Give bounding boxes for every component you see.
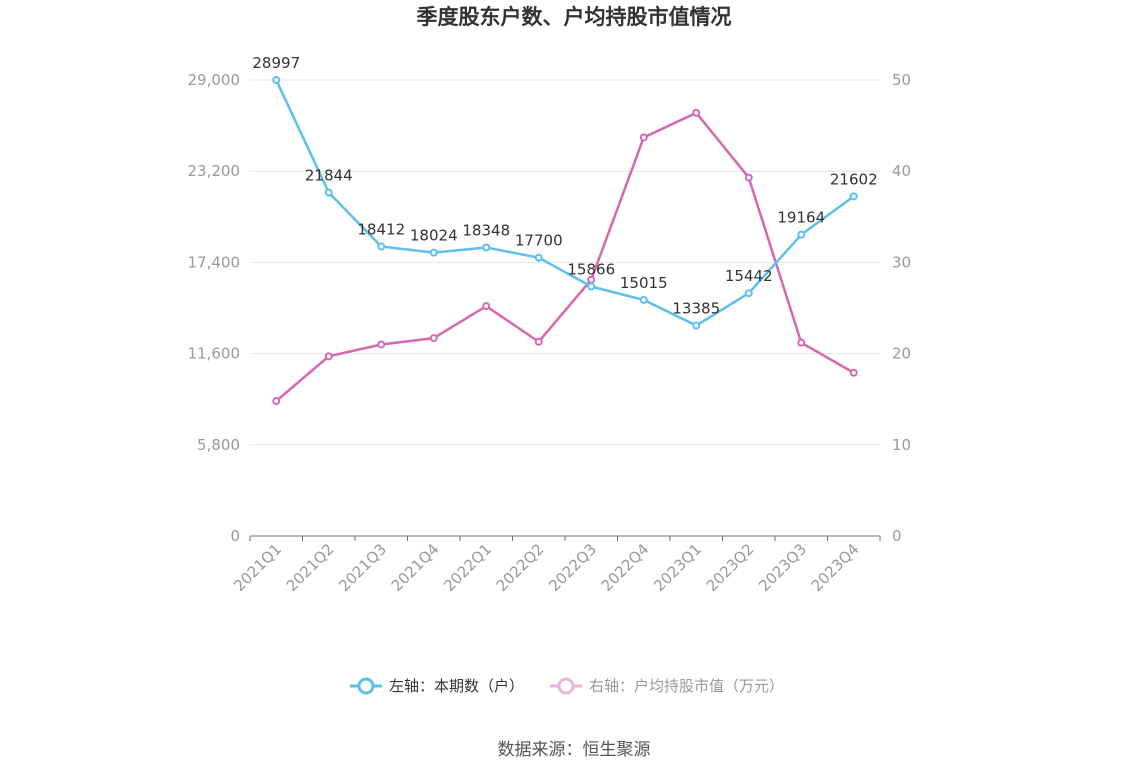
x-axis: 2021Q12021Q22021Q32021Q42022Q12022Q22022…: [230, 535, 881, 595]
data-point-right: [534, 337, 543, 346]
right-axis-ticks: 0 10 20 30 40 50: [892, 71, 911, 545]
x-axis-tick-label: 2022Q2: [493, 540, 548, 595]
right-axis-tick-label: 0: [892, 527, 902, 545]
x-axis-tick-label: 2023Q2: [703, 540, 758, 595]
x-axis-tick-label: 2022Q1: [440, 540, 495, 595]
data-point-left: [587, 282, 596, 291]
data-label: 15866: [567, 261, 615, 279]
legend-item-left[interactable]: 左轴：本期数（户）: [350, 677, 524, 695]
left-axis-tick-label: 29,000: [188, 71, 241, 89]
legend-label-left: 左轴：本期数（户）: [389, 677, 524, 695]
data-point-right: [429, 334, 438, 343]
data-label: 21602: [830, 170, 878, 188]
left-axis-ticks: 0 5,800 11,600 17,400 23,200 29,000: [188, 71, 241, 545]
data-label: 19164: [777, 209, 825, 227]
data-point-right: [272, 397, 281, 406]
legend-marker-right: [557, 677, 575, 695]
data-label: 21844: [305, 167, 353, 185]
x-axis-tick-label: 2021Q1: [230, 540, 285, 595]
x-axis-tick-label: 2021Q4: [388, 540, 443, 595]
x-axis-tick-label: 2021Q3: [335, 540, 390, 595]
data-label: 18024: [410, 227, 458, 245]
legend-label-right: 右轴：户均持股市值（万元）: [589, 677, 784, 695]
right-axis-tick-label: 20: [892, 345, 911, 363]
left-axis-tick-label: 23,200: [188, 162, 241, 180]
x-axis-tick-label: 2023Q4: [808, 540, 863, 595]
data-point-left: [744, 289, 753, 298]
data-point-left: [324, 188, 333, 197]
right-axis-tick-label: 10: [892, 436, 911, 454]
data-label: 15442: [725, 267, 773, 285]
grid: [250, 79, 880, 446]
data-point-right: [797, 338, 806, 347]
data-point-right: [639, 133, 648, 142]
data-point-left: [377, 242, 386, 251]
x-axis-tick-label: 2022Q4: [598, 540, 653, 595]
data-label: 13385: [672, 300, 720, 318]
data-point-left: [692, 321, 701, 330]
series-line-right: [275, 111, 855, 402]
data-point-right: [744, 173, 753, 182]
chart-title: 季度股东户数、户均持股市值情况: [417, 5, 732, 29]
data-label: 18348: [462, 221, 510, 239]
data-point-left: [272, 76, 281, 85]
data-label: 28997: [252, 54, 300, 72]
data-point-right: [324, 352, 333, 361]
source-note: 数据来源：恒生聚源: [498, 740, 651, 760]
data-point-right: [482, 302, 491, 311]
data-point-left: [849, 192, 858, 201]
left-axis-tick-label: 0: [230, 527, 240, 545]
left-axis-tick-label: 5,800: [197, 436, 240, 454]
data-point-left: [797, 230, 806, 239]
legend-marker-left: [357, 677, 375, 695]
series-layer: [272, 76, 858, 406]
data-point-left: [429, 248, 438, 257]
data-point-right: [849, 368, 858, 377]
data-point-right: [692, 108, 701, 117]
data-point-left: [482, 243, 491, 252]
series-line-left: [275, 79, 855, 327]
right-axis-tick-label: 50: [892, 71, 911, 89]
x-axis-tick-label: 2021Q2: [283, 540, 338, 595]
left-axis-tick-label: 17,400: [188, 253, 241, 271]
data-point-left: [639, 295, 648, 304]
legend[interactable]: 左轴：本期数（户） 右轴：户均持股市值（万元）: [350, 677, 784, 695]
legend-item-right[interactable]: 右轴：户均持股市值（万元）: [550, 677, 784, 695]
right-axis-tick-label: 40: [892, 162, 911, 180]
data-point-right: [377, 340, 386, 349]
x-axis-tick-label: 2022Q3: [545, 540, 600, 595]
left-axis-tick-label: 11,600: [188, 345, 241, 363]
data-label: 15015: [620, 274, 668, 292]
data-label: 18412: [357, 220, 405, 238]
right-axis-tick-label: 30: [892, 253, 911, 271]
x-axis-tick-label: 2023Q1: [650, 540, 705, 595]
data-point-left: [534, 253, 543, 262]
data-label: 17700: [515, 232, 563, 250]
x-axis-tick-label: 2023Q3: [755, 540, 810, 595]
